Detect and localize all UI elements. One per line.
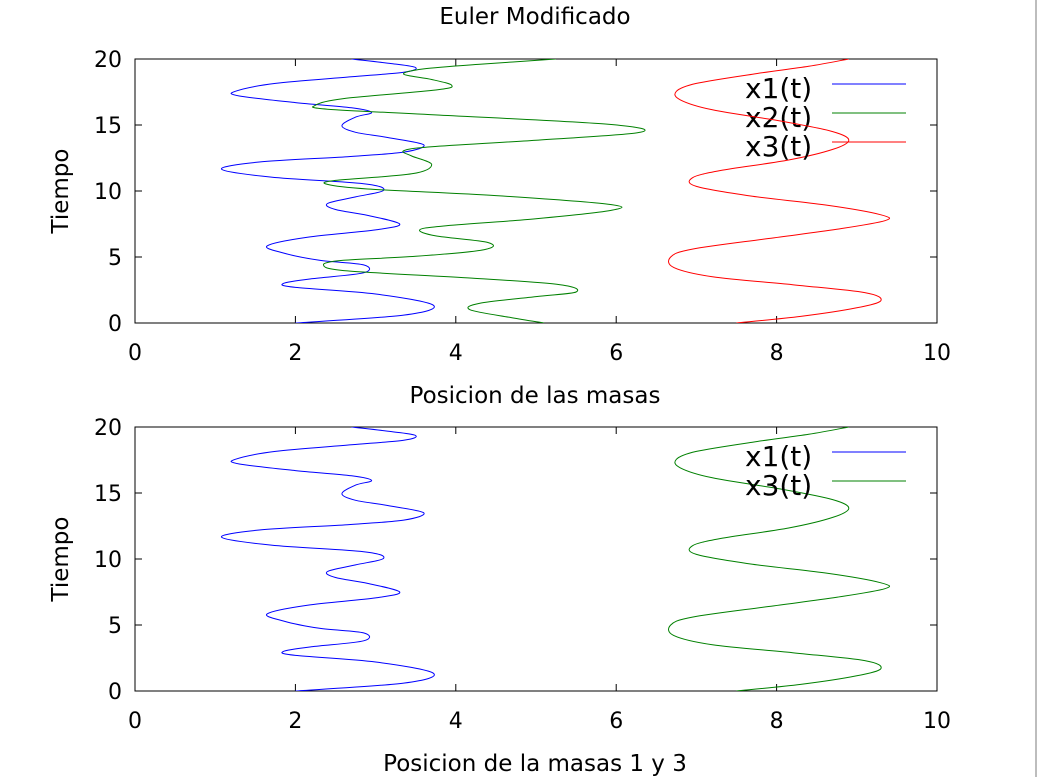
bottom-ytick-label: 20 [94, 416, 122, 441]
bottom-chart-ylabel: Tiempo [48, 517, 74, 603]
top-chart-xlabel: Posicion de las masas [410, 383, 661, 409]
top-chart-ylabel: Tiempo [48, 149, 74, 235]
bottom-xtick-label: 10 [923, 709, 951, 734]
top-chart: Euler Modificado Posicion de las masas T… [48, 4, 951, 409]
top-series-x2t-line [312, 59, 646, 323]
bottom-legend-label-x1t: x1(t) [745, 440, 812, 473]
top-xtick-label: 4 [449, 341, 463, 366]
bottom-chart-xlabel: Posicion de la masas 1 y 3 [383, 751, 687, 777]
top-ytick-label: 15 [94, 114, 122, 139]
bottom-series-x3t-line [668, 427, 890, 691]
top-ytick-label: 20 [94, 48, 122, 73]
top-ytick-label: 0 [108, 312, 122, 337]
top-chart-title: Euler Modificado [439, 4, 630, 30]
bottom-xtick-label: 2 [288, 709, 302, 734]
top-ytick-label: 5 [108, 246, 122, 271]
bottom-ytick-label: 10 [94, 548, 122, 573]
bottom-legend-label-x3t: x3(t) [745, 469, 812, 502]
top-legend-label-x1t: x1(t) [745, 72, 812, 105]
top-legend-label-x3t: x3(t) [745, 130, 812, 163]
top-xtick-label: 10 [923, 341, 951, 366]
bottom-xtick-label: 0 [128, 709, 142, 734]
bottom-xtick-label: 8 [770, 709, 784, 734]
top-series-x3t-line [668, 59, 890, 323]
bottom-ytick-label: 5 [108, 614, 122, 639]
bottom-xtick-label: 6 [609, 709, 623, 734]
top-xtick-label: 0 [128, 341, 142, 366]
top-xtick-label: 6 [609, 341, 623, 366]
top-xtick-label: 2 [288, 341, 302, 366]
bottom-ytick-label: 15 [94, 482, 122, 507]
bottom-xtick-label: 4 [449, 709, 463, 734]
top-ytick-label: 10 [94, 180, 122, 205]
bottom-chart: Posicion de la masas 1 y 3 Tiempo 0 2 4 6 8 1… [48, 416, 951, 777]
top-xtick-label: 8 [770, 341, 784, 366]
bottom-ytick-label: 0 [108, 680, 122, 705]
bottom-series-x1t-line [221, 427, 435, 691]
